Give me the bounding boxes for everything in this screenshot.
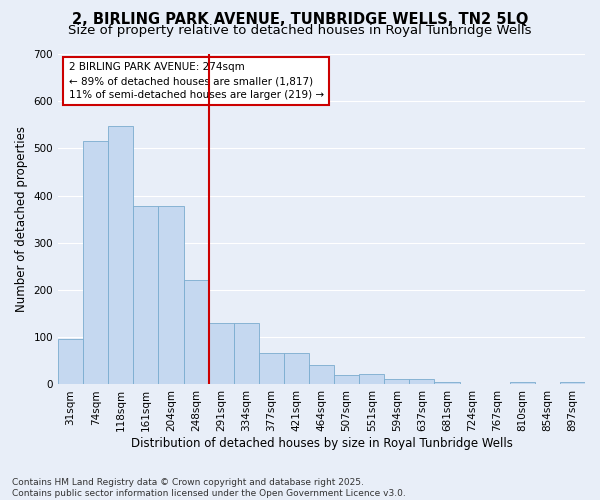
Bar — [409, 379, 434, 384]
Bar — [58, 338, 83, 384]
X-axis label: Distribution of detached houses by size in Royal Tunbridge Wells: Distribution of detached houses by size … — [131, 437, 512, 450]
Bar — [158, 206, 184, 384]
Bar — [560, 382, 585, 384]
Bar — [133, 206, 158, 384]
Bar — [259, 353, 284, 384]
Bar — [510, 382, 535, 384]
Text: 2, BIRLING PARK AVENUE, TUNBRIDGE WELLS, TN2 5LQ: 2, BIRLING PARK AVENUE, TUNBRIDGE WELLS,… — [72, 12, 528, 28]
Bar — [434, 382, 460, 384]
Bar — [233, 323, 259, 384]
Text: Contains HM Land Registry data © Crown copyright and database right 2025.
Contai: Contains HM Land Registry data © Crown c… — [12, 478, 406, 498]
Bar — [83, 142, 108, 384]
Text: 2 BIRLING PARK AVENUE: 274sqm
← 89% of detached houses are smaller (1,817)
11% o: 2 BIRLING PARK AVENUE: 274sqm ← 89% of d… — [68, 62, 324, 100]
Bar — [359, 374, 384, 384]
Bar — [309, 364, 334, 384]
Text: Size of property relative to detached houses in Royal Tunbridge Wells: Size of property relative to detached ho… — [68, 24, 532, 37]
Bar — [334, 375, 359, 384]
Bar — [384, 379, 409, 384]
Bar — [184, 280, 209, 384]
Bar — [108, 126, 133, 384]
Bar — [284, 353, 309, 384]
Y-axis label: Number of detached properties: Number of detached properties — [15, 126, 28, 312]
Bar — [209, 323, 233, 384]
